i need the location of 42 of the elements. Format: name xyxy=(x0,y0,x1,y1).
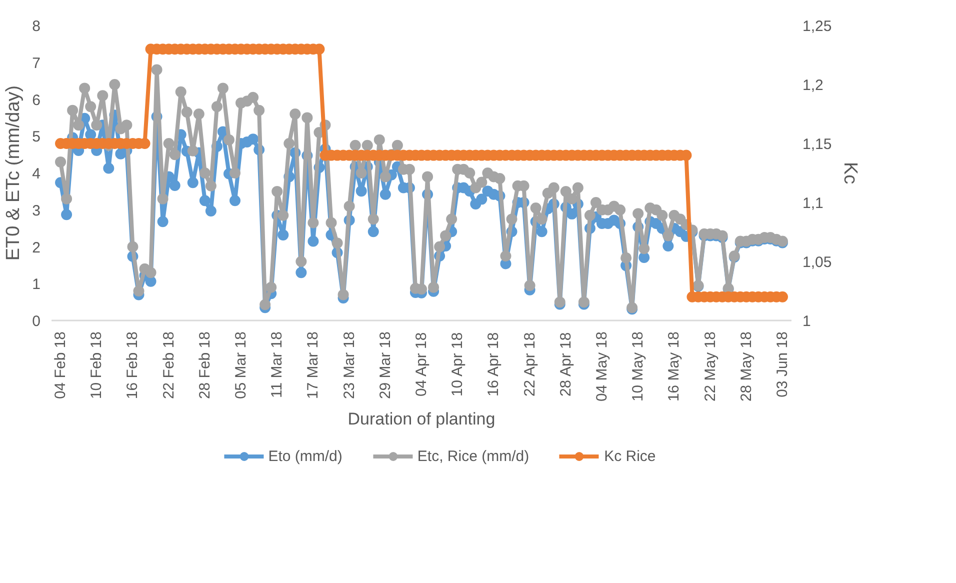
x-tick-label: 22 Apr 18 xyxy=(521,332,538,397)
y-tick-label: 4 xyxy=(32,166,40,182)
y2-tick-label: 1,2 xyxy=(802,77,824,94)
y2-tick-label: 1,05 xyxy=(802,254,832,271)
y-tick-label: 5 xyxy=(32,128,40,146)
y-tick-label: 7 xyxy=(32,54,40,72)
x-tick-label: 28 Apr 18 xyxy=(557,332,574,397)
x-tick-label: 16 May 18 xyxy=(666,331,683,402)
x-tick-label: 04 Apr 18 xyxy=(413,332,430,397)
x-tick-label: 04 Feb 18 xyxy=(52,331,70,400)
x-tick-label: 05 Mar 18 xyxy=(232,331,250,400)
x-tick-label: 29 Mar 18 xyxy=(376,331,394,400)
y2-tick-label: 1,25 xyxy=(802,18,832,35)
y-tick-label: 2 xyxy=(32,239,40,256)
y-tick-label: 3 xyxy=(32,202,40,220)
x-tick-label: 23 Mar 18 xyxy=(340,331,358,400)
x-tick-label: 28 May 18 xyxy=(738,331,755,402)
y-tick-label: 8 xyxy=(32,18,40,35)
x-axis-title: Duration of planting xyxy=(348,410,496,429)
x-tick-label: 16 Feb 18 xyxy=(124,331,142,400)
x-tick-label: 11 Mar 18 xyxy=(268,331,286,398)
y-axis-title: ET0 & ETc (mm/day) xyxy=(3,85,24,261)
legend-label: Kc Rice xyxy=(604,448,656,464)
x-tick-label: 10 May 18 xyxy=(630,331,647,402)
x-tick-label: 10 Feb 18 xyxy=(88,331,106,400)
x-tick-label: 28 Feb 18 xyxy=(196,331,214,400)
legend-label: Etc, Rice (mm/d) xyxy=(417,448,530,464)
y2-tick-label: 1 xyxy=(802,313,811,330)
y2-tick-label: 1,15 xyxy=(802,136,832,153)
y-tick-label: 0 xyxy=(32,313,40,330)
x-tick-label: 04 May 18 xyxy=(593,331,610,402)
x-tick-label: 10 Apr 18 xyxy=(449,332,466,397)
x-tick-label: 03 Jun 18 xyxy=(774,332,791,398)
x-tick-label: 22 Feb 18 xyxy=(160,331,178,400)
y-tick-label: 1 xyxy=(32,276,40,294)
x-tick-label: 17 Mar 18 xyxy=(304,331,322,400)
legend-label: Eto (mm/d) xyxy=(268,448,342,464)
y2-axis-title: Kc xyxy=(840,162,861,184)
x-tick-label: 16 Apr 18 xyxy=(485,332,502,397)
x-tick-label: 22 May 18 xyxy=(702,331,719,402)
y2-tick-label: 1,1 xyxy=(802,195,824,212)
y-tick-label: 6 xyxy=(32,92,40,109)
